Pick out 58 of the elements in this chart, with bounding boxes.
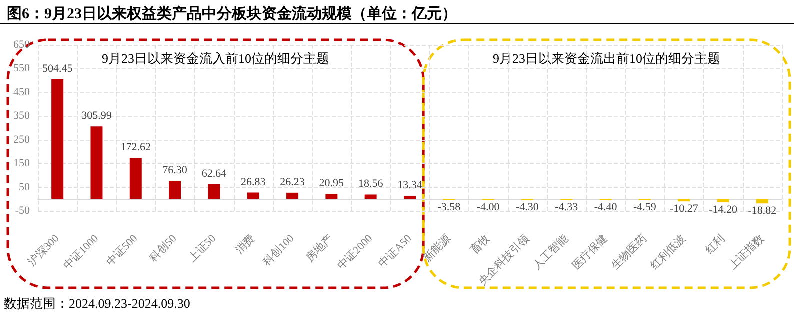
y-tick-label: 50 [19,181,30,194]
data-label: 18.56 [358,178,384,190]
bar [404,196,416,200]
x-tick-label: 房地产 [303,232,336,265]
bar [364,194,377,200]
x-tick-label: 医疗保健 [570,232,610,272]
data-label: -4.59 [633,202,657,214]
x-tick-label: 科创50 [147,232,180,265]
x-tick-label: 人工智能 [530,232,571,272]
y-tick-label: 450 [14,86,30,98]
y-tick-label: 250 [14,134,30,146]
data-label: -4.40 [594,202,618,214]
data-label: -4.00 [476,202,500,214]
x-tick-label: 科创100 [261,232,298,268]
bar [247,192,260,200]
x-tick-label: 消费 [232,232,258,257]
data-label: 20.95 [319,178,345,190]
data-label: -4.33 [555,202,579,214]
data-label: 13.34 [398,179,423,192]
x-tick-label: 红利 [702,232,728,257]
chart-title: 图6：9月23日以来权益类产品中分板块资金流动规模（单位：亿元） [7,4,457,22]
bar [756,199,768,204]
data-label: -4.30 [516,202,540,214]
x-tick-label: 上证指数 [726,232,767,272]
data-label: -10.27 [670,203,699,216]
bar [286,192,299,200]
text: 数据范围：2024.09.23-2024.09.30 [4,296,190,311]
x-tick-label: 红利低波 [648,232,688,272]
bar [678,199,690,202]
bar [208,184,220,200]
x-tick-label: 生物医药 [608,232,650,272]
y-tick-label: 550 [14,62,30,75]
data-label: 26.83 [240,176,266,188]
data-label: 504.45 [42,63,74,76]
x-tick-label: 上证50 [186,232,219,265]
data-label: -14.20 [709,204,738,216]
y-tick-label: -50 [15,205,30,217]
bar [90,126,103,200]
x-tick-label: 新能源 [420,232,454,265]
bar [130,158,142,200]
x-tick-label: 沪深300 [25,232,62,268]
x-tick-label: 畜牧 [468,232,493,257]
x-tick-label: 中证A50 [376,232,415,270]
bar [717,199,730,203]
bar [52,80,64,200]
data-label: 62.64 [202,168,228,180]
y-tick-label: 150 [14,158,30,170]
data-label: -18.82 [748,205,777,218]
bar [326,194,338,200]
data-label: -3.58 [438,201,462,214]
y-tick-label: 350 [14,110,30,122]
data-label: 172.62 [120,142,152,154]
bar [169,181,182,200]
data-label: 76.30 [162,164,188,177]
y-tick-label: 650 [14,39,30,51]
data-label: 305.99 [82,110,112,122]
x-tick-label: 中证500 [104,232,140,268]
data-label: 26.23 [280,176,306,188]
